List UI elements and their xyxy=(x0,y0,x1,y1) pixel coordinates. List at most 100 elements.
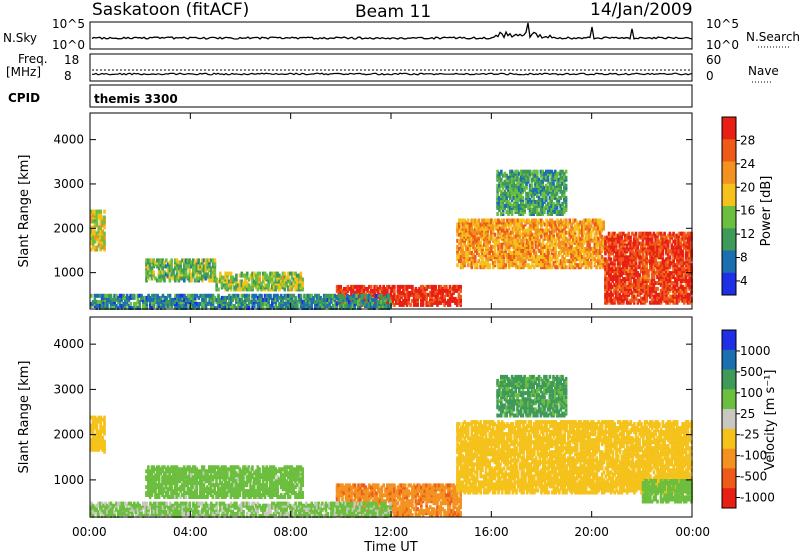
nsky-strip-frame xyxy=(90,22,692,49)
data-cell xyxy=(183,279,186,283)
data-cell xyxy=(637,246,640,250)
data-cell xyxy=(445,285,448,289)
data-cell xyxy=(375,294,378,298)
nsearch-tick-bottom: 10^0 xyxy=(706,38,739,52)
nsearch-tick-top: 10^5 xyxy=(706,17,739,31)
data-cell xyxy=(387,294,390,298)
data-cell xyxy=(103,216,106,220)
cpid-label: CPID xyxy=(8,91,40,105)
beam-title: Beam 11 xyxy=(355,2,431,22)
colorbar-tick-label: 4 xyxy=(740,274,748,288)
colorbar-tick-label: 16 xyxy=(740,204,755,218)
data-cell xyxy=(565,170,568,174)
data-cell xyxy=(536,170,539,174)
data-cell xyxy=(339,285,342,289)
data-cell xyxy=(214,268,217,272)
site-title: Saskatoon (fitACF) xyxy=(92,0,249,20)
data-cell xyxy=(103,240,106,244)
data-cell xyxy=(669,240,672,244)
nave-tick-top: 60 xyxy=(706,53,721,67)
data-cell xyxy=(565,184,568,188)
data-cell xyxy=(434,285,437,289)
data-cell xyxy=(99,210,102,214)
nave-tick-bottom: 0 xyxy=(706,69,714,83)
data-cell xyxy=(656,287,659,291)
colorbar-segment xyxy=(722,117,736,140)
data-cell xyxy=(214,258,217,262)
freq-trace xyxy=(92,73,692,75)
power-ylabel: Slant Range [km] xyxy=(17,155,32,268)
data-cell xyxy=(590,261,593,265)
data-cell xyxy=(170,258,173,262)
data-cell xyxy=(456,263,459,267)
nsky-trace xyxy=(92,23,692,39)
data-cell xyxy=(300,272,303,276)
data-cell xyxy=(284,287,287,291)
data-cell xyxy=(101,436,104,440)
cpid-value: themis 3300 xyxy=(94,92,178,106)
data-cell xyxy=(496,212,499,216)
data-cell xyxy=(380,294,383,298)
data-cell xyxy=(542,249,545,253)
data-cell xyxy=(503,219,506,223)
data-cell xyxy=(258,278,261,282)
data-cell xyxy=(667,244,670,248)
data-cell xyxy=(556,259,559,263)
power-colorbar-label: Power [dB] xyxy=(759,176,774,247)
data-cell xyxy=(237,294,240,298)
data-cell xyxy=(269,294,272,298)
data-cell xyxy=(103,416,106,420)
colorbar-tick-label: 20 xyxy=(740,180,755,194)
colorbar-segment xyxy=(722,206,736,229)
data-cell xyxy=(409,303,412,307)
colorbar-segment xyxy=(722,162,736,185)
data-cell xyxy=(681,249,684,253)
data-cell xyxy=(103,236,106,240)
data-cell xyxy=(425,297,428,301)
data-cell xyxy=(638,273,641,277)
colorbar-segment xyxy=(722,251,736,274)
data-cell xyxy=(647,273,650,277)
data-cell xyxy=(133,294,136,298)
data-cell xyxy=(522,196,525,200)
data-cell xyxy=(479,241,482,245)
data-cell xyxy=(590,265,593,269)
data-cell xyxy=(535,251,538,255)
data-cell xyxy=(676,283,679,287)
data-cell xyxy=(565,176,568,180)
data-cell xyxy=(393,289,396,293)
data-cell xyxy=(393,285,396,289)
data-cell xyxy=(370,285,373,289)
data-cell xyxy=(552,182,555,186)
data-cell xyxy=(179,264,182,268)
data-cell xyxy=(246,272,249,276)
data-cell xyxy=(494,249,497,253)
colorbar-tick-label: 8 xyxy=(740,251,748,265)
data-cell xyxy=(497,239,500,243)
data-cell xyxy=(235,278,238,282)
data-cell xyxy=(217,294,220,298)
data-cell xyxy=(284,272,287,276)
data-cell xyxy=(301,278,304,282)
data-cell xyxy=(129,302,132,306)
data-cell xyxy=(294,296,297,300)
data-cell xyxy=(449,303,452,307)
data-cell xyxy=(169,294,172,298)
data-cell xyxy=(214,273,217,277)
data-cell xyxy=(411,285,414,289)
data-cell xyxy=(103,232,106,236)
date-title: 14/Jan/2009 xyxy=(590,0,693,20)
data-cell xyxy=(163,279,166,283)
data-cell xyxy=(103,246,106,250)
freq-label: Freq. xyxy=(18,52,48,66)
data-cell xyxy=(459,295,462,299)
data-cell xyxy=(488,263,491,267)
data-cell xyxy=(258,272,261,276)
nsky-label: N.Sky xyxy=(3,31,37,45)
data-cell xyxy=(494,233,497,237)
data-cell xyxy=(669,255,672,259)
data-cell xyxy=(635,261,638,265)
